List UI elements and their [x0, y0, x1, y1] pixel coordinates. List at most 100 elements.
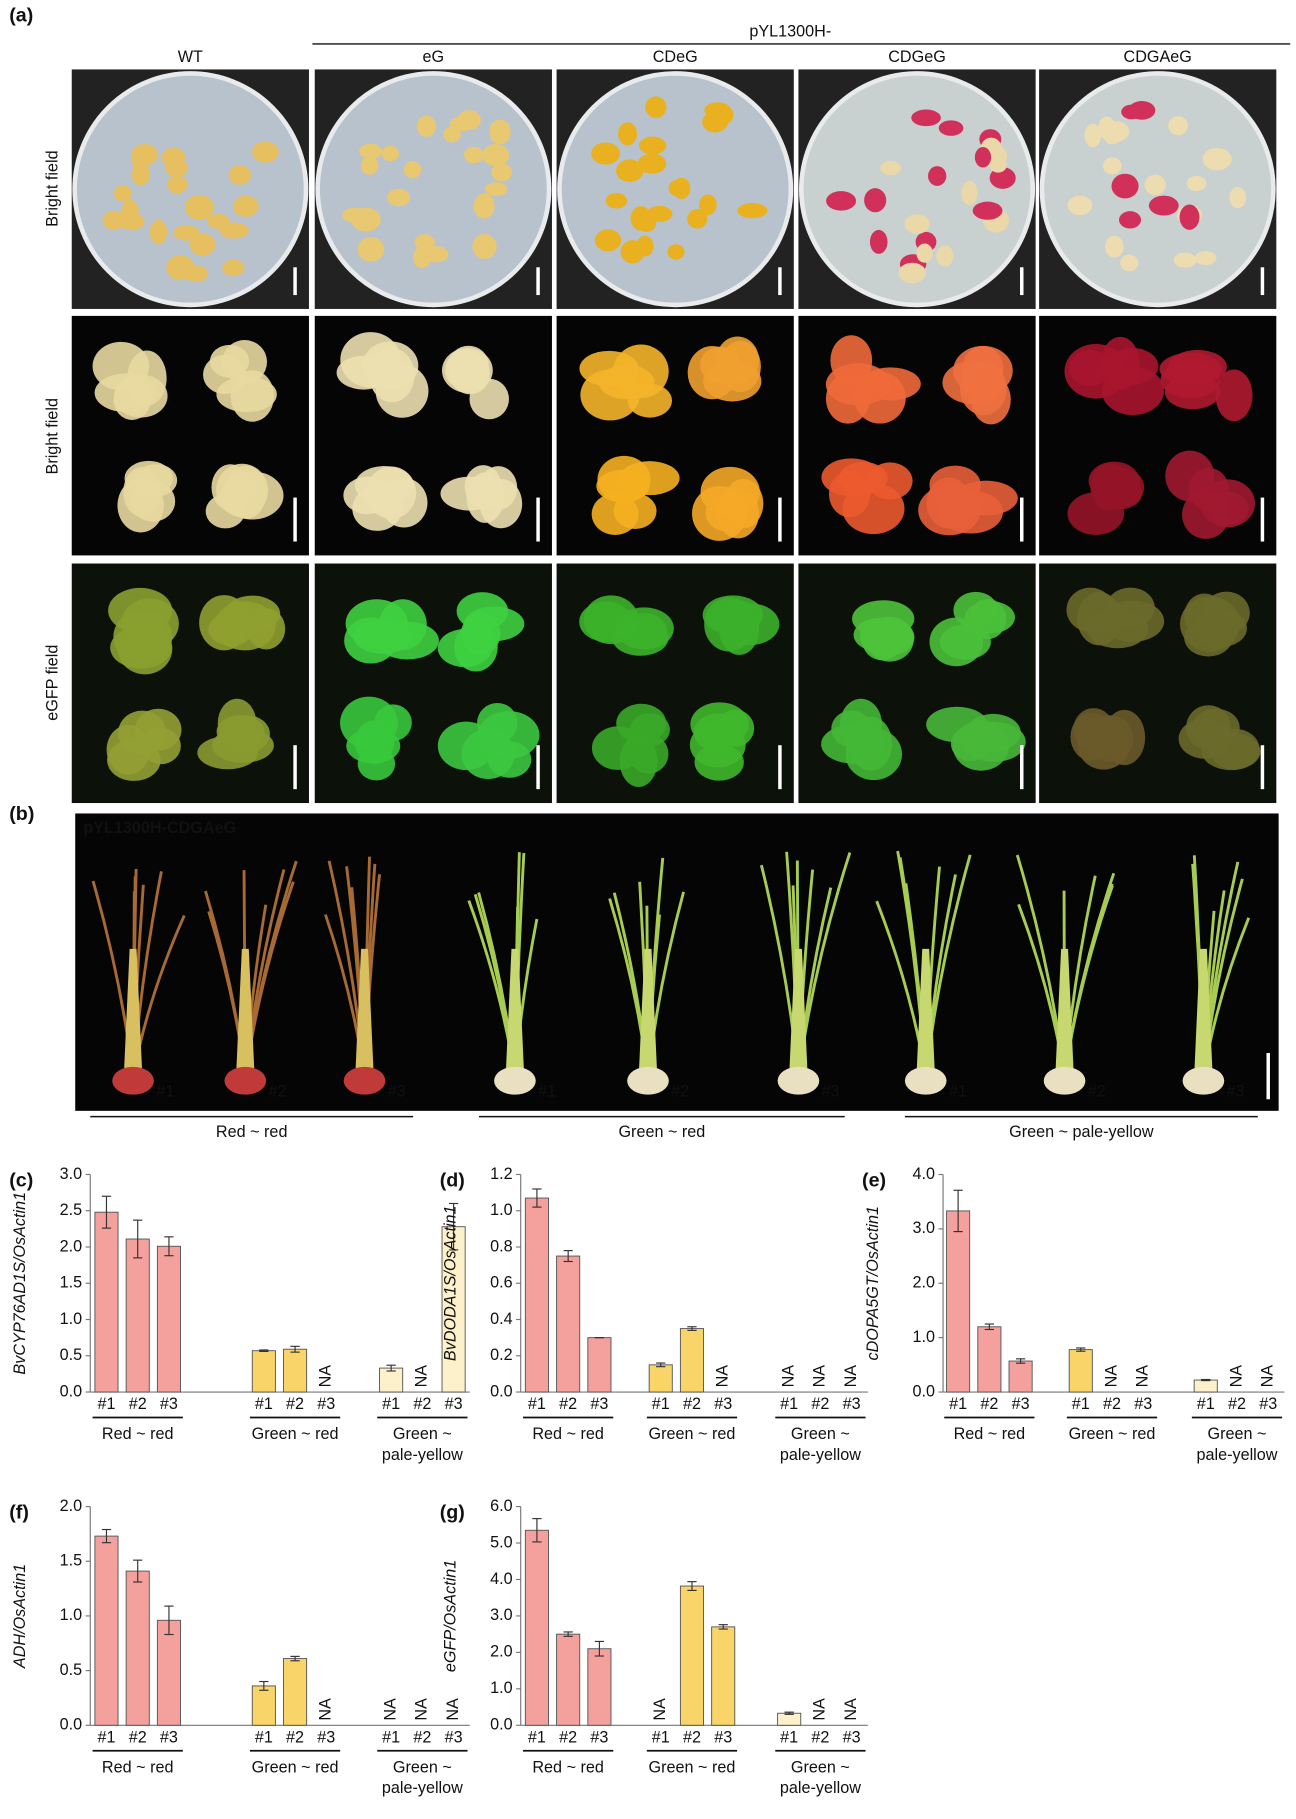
na-label: NA: [842, 1698, 860, 1721]
group-label: pale-yellow: [1196, 1446, 1277, 1464]
bar: [251, 1685, 276, 1726]
na-label: NA: [779, 1365, 797, 1388]
group-label: Green ~ red: [252, 1425, 339, 1443]
column-label: WT: [178, 48, 203, 66]
na-label: NA: [413, 1365, 431, 1388]
group-label: Red ~ red: [532, 1758, 604, 1776]
callus: [1073, 708, 1114, 751]
column-label: eG: [423, 48, 445, 66]
na-label: NA: [1134, 1365, 1152, 1388]
callus: [121, 598, 179, 649]
callus: [223, 715, 270, 753]
group-label: Green ~: [393, 1425, 452, 1443]
callus: [449, 116, 474, 132]
x-tick-label: #2: [413, 1395, 431, 1413]
y-tick-label: 0.5: [60, 1346, 83, 1364]
callus: [645, 96, 667, 118]
roots: [627, 1066, 669, 1095]
callus: [687, 209, 708, 229]
x-tick-label: #2: [286, 1728, 304, 1746]
callus: [605, 192, 628, 209]
callus: [414, 234, 435, 250]
callus: [638, 136, 667, 155]
panel-label: (d): [440, 1170, 465, 1192]
na-label: NA: [444, 1698, 462, 1721]
callus: [1077, 591, 1122, 646]
plant-label: #1: [156, 1083, 174, 1101]
roots: [1182, 1066, 1225, 1095]
y-tick-label: 0.8: [490, 1237, 513, 1255]
roots: [777, 1066, 820, 1095]
callus: [938, 120, 964, 136]
na-label: NA: [1102, 1365, 1120, 1388]
group-label: Green ~ red: [252, 1758, 339, 1776]
y-tick-label: 6.0: [490, 1497, 513, 1515]
callus: [716, 709, 755, 747]
y-axis-label: eGFP/OsActin1: [442, 1560, 460, 1672]
callus: [929, 617, 984, 667]
x-tick-label: #2: [129, 1395, 147, 1413]
group-label: Green ~ pale-yellow: [1009, 1123, 1154, 1141]
x-tick-label: #1: [1197, 1395, 1215, 1413]
callus: [869, 229, 888, 254]
callus: [1165, 450, 1215, 502]
group-label: Red ~ red: [532, 1425, 604, 1443]
y-tick-label: 0.0: [490, 1716, 513, 1734]
x-tick-label: #1: [255, 1728, 273, 1746]
callus: [1215, 369, 1253, 422]
callus: [489, 119, 511, 145]
bar: [125, 1238, 150, 1393]
group-label: Green ~ red: [649, 1758, 736, 1776]
callus: [867, 462, 913, 500]
stem: [638, 948, 658, 1077]
stem: [355, 948, 374, 1077]
y-tick-label: 0.6: [490, 1274, 513, 1292]
plant-label: #2: [1088, 1083, 1106, 1101]
y-axis-label: BvCYP76AD1S/OsActin1: [11, 1192, 29, 1375]
x-tick-label: #1: [255, 1395, 273, 1413]
callus: [1148, 195, 1179, 216]
callus: [485, 182, 508, 197]
callus: [1173, 252, 1197, 268]
x-tick-label: #3: [590, 1395, 608, 1413]
x-tick-label: #1: [97, 1728, 115, 1746]
bar: [1068, 1349, 1093, 1393]
group-label: pale-yellow: [780, 1779, 861, 1797]
bar: [524, 1197, 549, 1393]
callus: [119, 213, 145, 231]
callus: [926, 706, 988, 743]
panel-label: (b): [9, 803, 34, 825]
na-label: NA: [1227, 1365, 1245, 1388]
callus: [711, 105, 734, 125]
callus: [898, 262, 926, 284]
bar: [379, 1367, 404, 1393]
callus: [487, 741, 532, 778]
plant-label: #2: [671, 1083, 689, 1101]
x-tick-label: #1: [780, 1395, 798, 1413]
roots: [343, 1066, 386, 1095]
x-tick-label: #2: [811, 1728, 829, 1746]
photo-title: pYL1300H-CDGAeG: [83, 819, 236, 837]
x-tick-label: #3: [590, 1728, 608, 1746]
bar: [156, 1619, 181, 1726]
callus: [463, 146, 484, 164]
callus: [667, 244, 685, 260]
row-label: eGFP field: [44, 645, 62, 721]
group-label: Green ~: [393, 1758, 452, 1776]
panel-label: (g): [440, 1502, 465, 1524]
callus: [700, 346, 741, 384]
plate: [315, 71, 552, 308]
y-tick-label: 5.0: [490, 1533, 513, 1551]
callus: [208, 612, 254, 646]
na-label: NA: [842, 1365, 860, 1388]
callus: [360, 156, 379, 175]
bar: [1193, 1379, 1218, 1393]
x-tick-label: #1: [1072, 1395, 1090, 1413]
callus: [860, 367, 921, 401]
stem: [1055, 948, 1074, 1077]
callus: [646, 205, 673, 222]
callus: [354, 720, 395, 765]
callus: [826, 191, 857, 211]
stem: [505, 948, 525, 1077]
y-tick-label: 1.2: [490, 1165, 513, 1183]
